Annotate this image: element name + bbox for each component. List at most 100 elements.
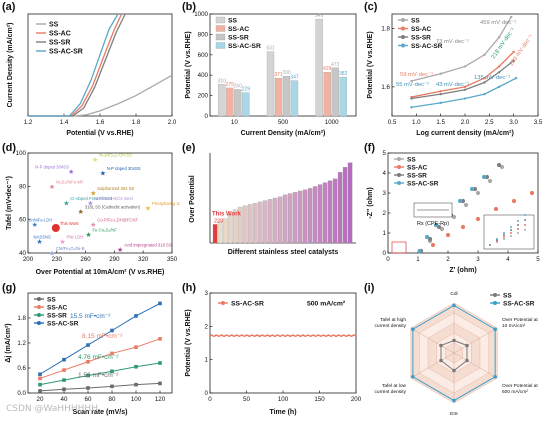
line-ss-ac-sr [411,77,517,108]
data-point [86,359,90,364]
catalyst-bar [302,189,308,244]
x-tick-label: 2.0 [168,119,177,126]
bar-ss-sr [234,89,242,117]
point-label: CM/Fe₃O₄/Ni-B [56,246,85,251]
data-point [512,59,515,62]
catalyst-bar [292,192,298,244]
capacitance-label: 8.15 mF•cm⁻² [82,333,123,340]
legend-label: SS-AC-SR [503,300,535,307]
eis-point-ss-ac [460,224,466,230]
plot-frame [209,292,357,394]
eis-point-ss-ac-sr [457,198,463,204]
y-axis-label: -Z" (ohm) [367,187,374,218]
x-tick-label: 5 [536,256,540,263]
legend-marker [493,293,497,297]
slope-annotation: 203 mV·dec⁻¹ [509,34,535,67]
slope-annotation: 459 mV·dec⁻¹ [480,20,516,26]
y-axis-label: Over Potential [189,175,196,223]
legend-marker [493,301,497,305]
legend-swatch [215,25,226,32]
slope-annotation: 135 mV·dec⁻¹ [474,75,510,81]
eis-point-ss [451,214,457,220]
data-point [158,381,162,386]
legend-label: SS-SR [407,172,427,179]
line-ss [411,16,512,82]
legend-marker [221,301,225,305]
catalyst-bar [242,205,248,244]
line-ss-sr [28,13,126,117]
circuit-label: Rs (CPE-Rp) [417,221,449,227]
data-point [38,389,42,393]
bar-ss-ac-sr [290,80,299,117]
catalyst-bar [282,194,288,244]
line-ss-ac [411,51,515,98]
star-point: ★ [78,208,84,216]
panel-label-h: (h) [182,282,197,294]
eis-point-ss [475,190,481,196]
legend-marker [397,181,401,185]
y-tick-label: 5 [383,150,387,157]
data-point [483,81,486,84]
bar-value-label: 631 [266,46,275,52]
x-axis-label: Scan rate (mV/s) [73,409,128,416]
catalyst-bar [332,178,338,244]
x-axis-label: Potential (V vs.RHE) [66,130,133,137]
star-point: ★ [49,250,55,258]
x-tick-label: 10 [231,119,238,126]
data-point [110,384,114,389]
legend-label: SS-SR [228,34,249,41]
chart-a: 1.2 1.4 1.6 1.8 2.0 Potential (V vs.RHE) Curre… [7,13,177,137]
y-tick-label: 1.6 [381,84,390,91]
inset-point [510,229,512,231]
catalyst-bar [312,186,318,244]
data-point [410,97,413,100]
data-point [483,92,486,96]
legend-label: SS-SR [49,39,70,46]
x-tick-label: 1.4 [60,119,69,126]
radar-axis-label: Cdl [450,291,457,297]
legend-marker [37,305,41,309]
y-axis-label: Potential (V vs.RHE) [185,309,192,376]
x-tick-label: 0 [386,256,390,263]
catalyst-bar [272,197,278,244]
legend-marker [37,313,41,317]
data-point [86,386,90,390]
bar-value-label: 473 [331,62,340,68]
data-point [497,65,501,68]
chart-h: 0 50 100 150 200 0 1 2 3 SS-AC-SR 500 mA/cm² Time (… [185,290,362,416]
x-tick-label: 120 [155,396,166,403]
catalyst-bar [252,203,258,244]
data-point [62,378,66,382]
radar-point [411,327,415,332]
catalyst-bar [337,172,343,244]
y-tick-label: 0.6 [17,365,26,372]
bar-ss-ac [323,72,331,117]
legend-label: SS-AC-SR [411,43,443,50]
legend-swatch [215,33,226,41]
point-label: NASSNS [34,234,51,239]
star-point: ★ [92,156,98,164]
legend-label: SS [47,296,56,303]
legend-swatch [215,42,226,49]
data-point [134,382,138,387]
legend-label: SS-AC-SR [49,48,83,55]
eis-point-ss-ac [511,198,517,204]
data-point [463,85,467,89]
legend-label: SS-AC [49,30,71,37]
data-point [158,337,162,341]
radar-point [411,374,415,379]
inset-point [517,220,519,222]
inset-point [503,234,505,236]
star-point: ★ [68,168,74,176]
radar-spoke [453,327,498,354]
legend-label: SS-AC [228,26,249,33]
legend-label: SS-AC [411,26,432,33]
catalyst-bar [222,218,228,244]
legend-label: SS-AC-SR [228,43,261,50]
point-label: Sulphurized 304 SS [97,186,134,191]
bar-value-label: 371 [274,72,283,78]
legend-marker [401,26,405,31]
data-point [134,364,138,369]
catalyst-bar [322,182,328,244]
